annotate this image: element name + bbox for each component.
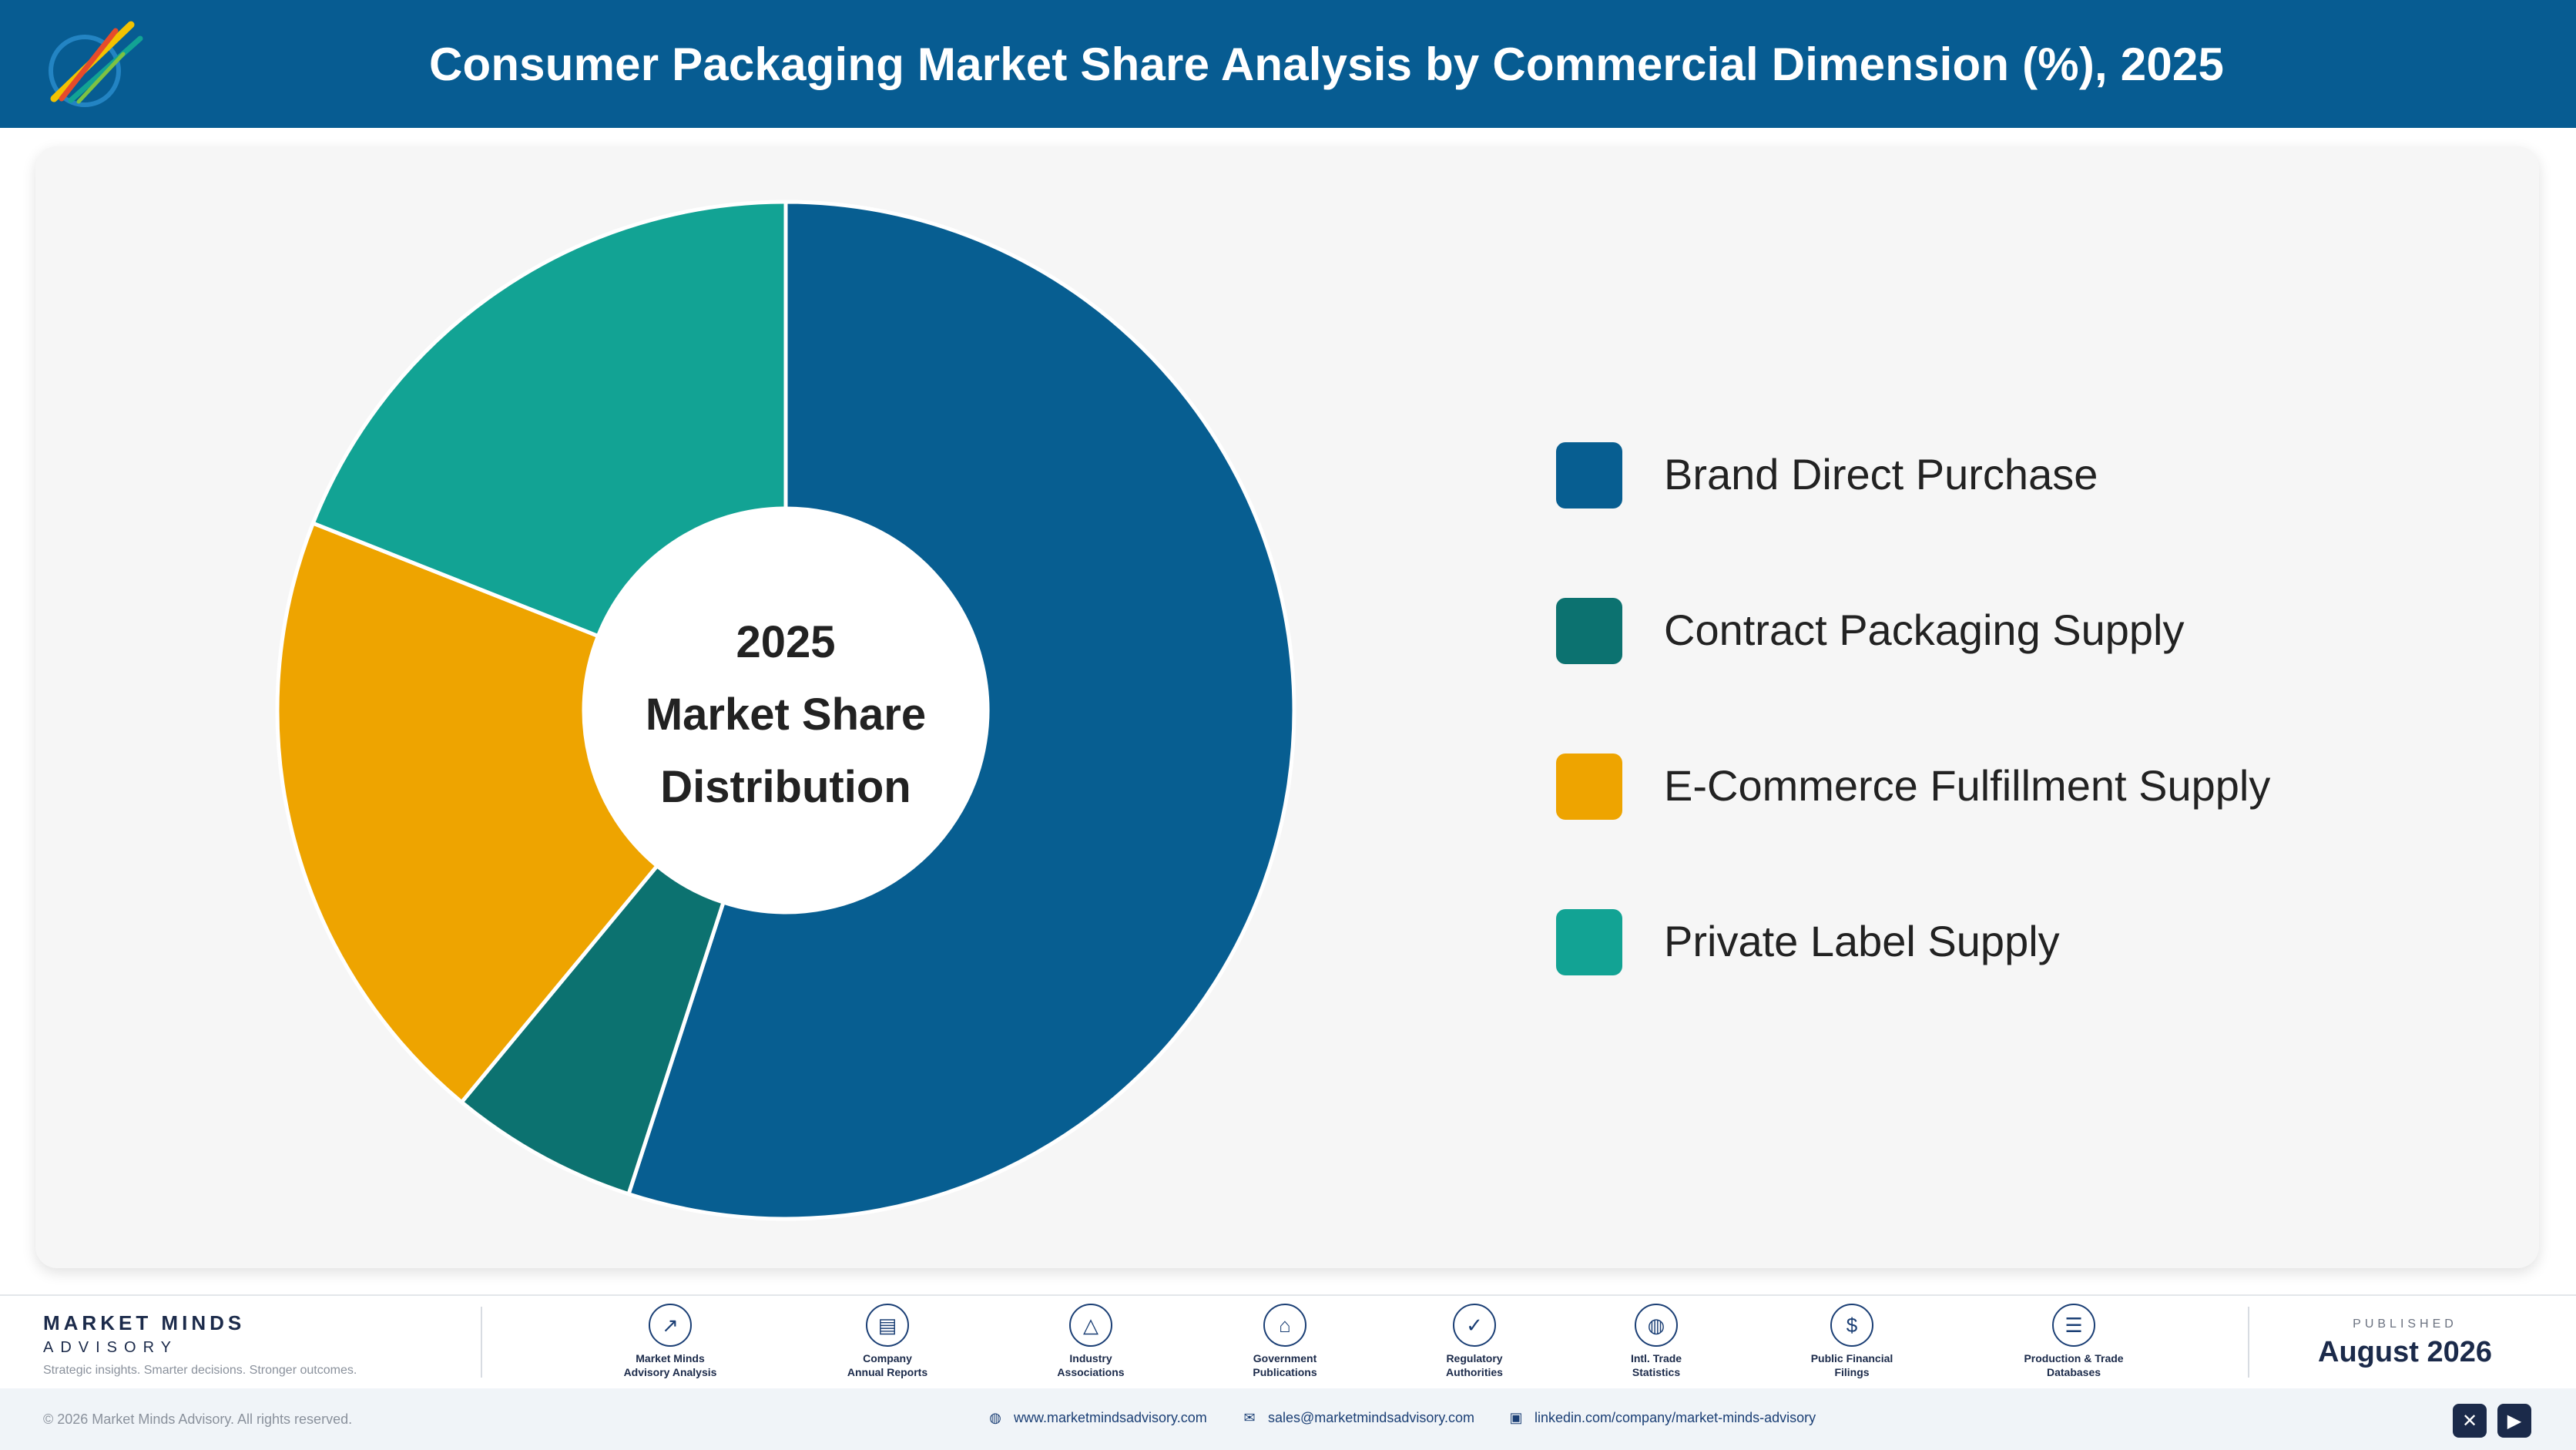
published-date: August 2026: [2318, 1336, 2492, 1368]
legend-label: Brand Direct Purchase: [1664, 450, 2098, 498]
globe-icon: ◍: [989, 1410, 1001, 1425]
donut-chart: [277, 202, 1294, 1219]
source-item: ▤ Company Annual Reports: [810, 1304, 964, 1379]
published-label: PUBLISHED: [2353, 1317, 2457, 1331]
x-social-icon[interactable]: ✕: [2453, 1404, 2487, 1438]
email-link[interactable]: ✉ sales@marketmindsadvisory.com: [1242, 1410, 1474, 1426]
footer-brand-sub: ADVISORY: [43, 1339, 178, 1356]
legend-label: Contract Packaging Supply: [1664, 606, 2185, 654]
legend-swatch: [1556, 909, 1622, 975]
document-icon: ▤: [866, 1304, 909, 1347]
youtube-icon[interactable]: ▶: [2497, 1404, 2531, 1438]
source-item: ⌂ Government Publications: [1208, 1304, 1362, 1379]
center-label-line2: Market Share: [645, 690, 927, 740]
source-item: $ Public Financial Filings: [1775, 1304, 1929, 1379]
footer: MARKET MINDS ADVISORY Strategic insights…: [0, 1294, 2576, 1388]
center-label-line3: Distribution: [660, 762, 911, 812]
brand-logo-icon: [49, 21, 143, 107]
globe-icon: ◍: [1635, 1304, 1678, 1347]
source-item: ✓ Regulatory Authorities: [1397, 1304, 1551, 1379]
donut-hole: [584, 509, 988, 912]
source-item: ↗ Market Minds Advisory Analysis: [593, 1304, 747, 1379]
database-icon: ☰: [2052, 1304, 2095, 1347]
legend-swatch: [1556, 754, 1622, 820]
divider: [2248, 1307, 2249, 1378]
source-item: ◍ Intl. Trade Statistics: [1579, 1304, 1733, 1379]
network-icon: △: [1069, 1304, 1112, 1347]
government-building-icon: ⌂: [1263, 1304, 1306, 1347]
source-item: △ Industry Associations: [1014, 1304, 1168, 1379]
footer-brand-name: MARKET MINDS: [43, 1311, 246, 1334]
trend-line-icon: ↗: [649, 1304, 692, 1347]
source-item: ☰ Production & Trade Databases: [1997, 1304, 2151, 1379]
linkedin-icon: ▣: [1509, 1410, 1523, 1425]
header-bar: Consumer Packaging Market Share Analysis…: [0, 0, 2576, 128]
currency-icon: $: [1830, 1304, 1873, 1347]
bottom-bar: © 2026 Market Minds Advisory. All rights…: [0, 1388, 2576, 1450]
center-label-year: 2025: [736, 617, 836, 667]
website-link[interactable]: ◍ www.marketmindsadvisory.com: [988, 1410, 1207, 1426]
footer-brand-tagline: Strategic insights. Smarter decisions. S…: [43, 1364, 357, 1377]
legend-label: Private Label Supply: [1664, 917, 2060, 965]
mail-icon: ✉: [1243, 1410, 1256, 1425]
shield-check-icon: ✓: [1453, 1304, 1496, 1347]
page-title: Consumer Packaging Market Share Analysis…: [428, 38, 2225, 90]
legend-swatch: [1556, 442, 1622, 509]
legend-label: E-Commerce Fulfillment Supply: [1664, 761, 2271, 810]
divider: [481, 1307, 482, 1378]
linkedin-link[interactable]: ▣ linkedin.com/company/market-minds-advis…: [1509, 1410, 1816, 1425]
legend-swatch: [1556, 598, 1622, 664]
copyright-text: © 2026 Market Minds Advisory. All rights…: [43, 1411, 353, 1427]
